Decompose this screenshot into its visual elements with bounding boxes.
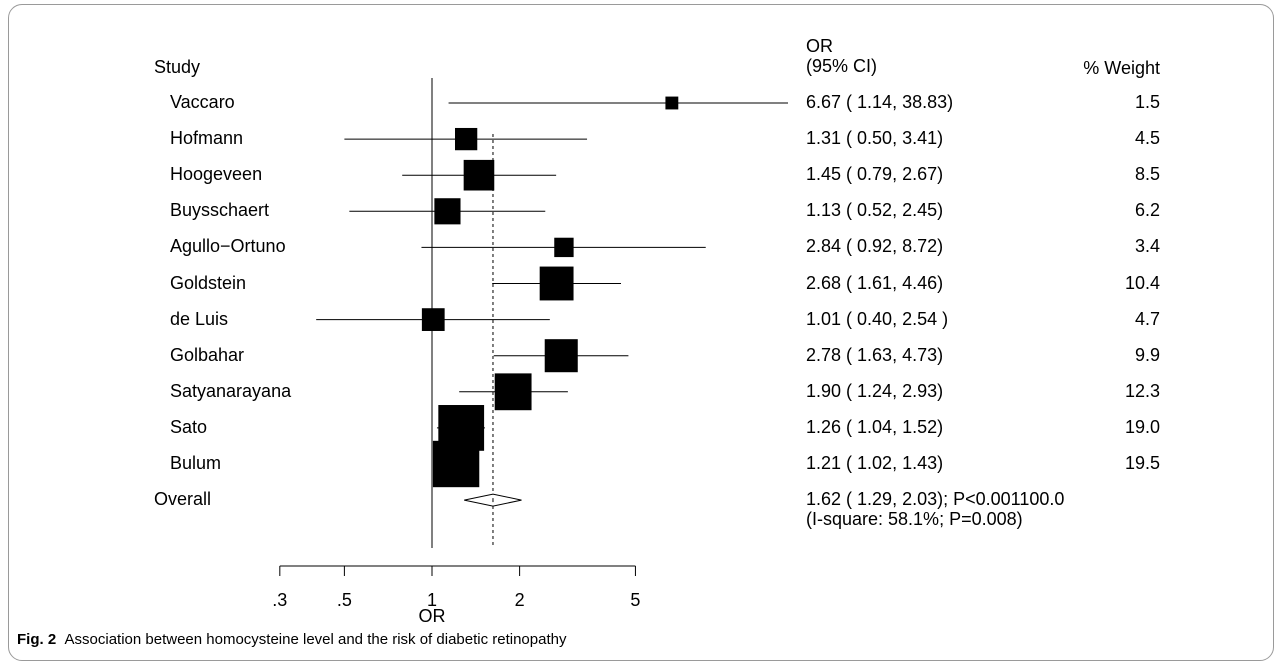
study-box [494, 373, 532, 411]
study-weight: 19.0 [1124, 416, 1160, 437]
header-weight: % Weight [1083, 58, 1160, 78]
caption-text: Association between homocysteine level a… [64, 631, 567, 648]
study-box [432, 440, 480, 488]
study-name: Goldstein [170, 272, 247, 293]
study-box [539, 266, 574, 301]
study-weight: 12.3 [1124, 380, 1160, 401]
figure-frame [8, 4, 1274, 661]
study-box [554, 237, 574, 258]
study-name: Sato [170, 416, 208, 437]
study-name: Hoogeveen [170, 164, 263, 185]
header-study: Study [154, 57, 201, 77]
study-ci: 2.84 ( 0.92, 8.72) [806, 236, 944, 257]
caption-label: Fig. 2 [17, 631, 57, 648]
study-ci: 1.90 ( 1.24, 2.93) [806, 380, 944, 401]
overall-ci: 1.62 ( 1.29, 2.03); P<0.001100.0 [806, 489, 1065, 510]
study-weight: 9.9 [1134, 344, 1160, 365]
study-weight: 4.5 [1134, 128, 1160, 149]
study-name: Hofmann [170, 128, 244, 149]
study-ci: 2.78 ( 1.63, 4.73) [806, 344, 944, 365]
x-tick-label: 1 [427, 590, 437, 610]
study-ci: 2.68 ( 1.61, 4.46) [806, 272, 944, 293]
x-tick-label: 2 [515, 590, 525, 610]
study-box [434, 198, 461, 225]
study-ci: 1.31 ( 0.50, 3.41) [806, 128, 944, 149]
study-box [665, 96, 679, 110]
study-ci: 1.21 ( 1.02, 1.43) [806, 453, 944, 473]
header-ci: (95% CI) [806, 56, 878, 76]
study-weight: 4.7 [1134, 308, 1160, 329]
study-ci: 1.13 ( 0.52, 2.45) [806, 200, 944, 221]
x-tick-label: .5 [337, 590, 352, 610]
study-ci: 6.67 ( 1.14, 38.83) [806, 92, 954, 112]
header-or: OR [806, 36, 833, 56]
study-weight: 6.2 [1134, 200, 1160, 221]
study-name: Bulum [170, 453, 222, 473]
study-name: Agullo−Ortuno [170, 236, 286, 257]
study-weight: 1.5 [1134, 92, 1160, 112]
study-weight: 3.4 [1134, 236, 1160, 257]
study-name: Satyanarayana [170, 380, 292, 401]
overall-heterogeneity: (I-square: 58.1%; P=0.008) [806, 509, 1023, 530]
x-tick-label: 5 [630, 590, 640, 610]
study-box [544, 339, 578, 373]
study-ci: 1.01 ( 0.40, 2.54 ) [806, 308, 949, 329]
study-name: Golbahar [170, 344, 245, 365]
study-box [463, 159, 495, 191]
overall-name: Overall [154, 489, 212, 510]
study-ci: 1.45 ( 0.79, 2.67) [806, 164, 944, 185]
study-ci: 1.26 ( 1.04, 1.52) [806, 416, 944, 437]
x-axis-label: OR [419, 606, 446, 626]
study-name: de Luis [170, 308, 229, 329]
figure-caption: Fig. 2 Association between homocysteine … [17, 630, 566, 650]
study-name: Vaccaro [170, 92, 235, 112]
study-box [421, 308, 445, 331]
study-weight: 10.4 [1124, 272, 1160, 293]
study-name: Buysschaert [170, 200, 270, 221]
study-weight: 8.5 [1134, 164, 1160, 185]
x-tick-label: .3 [272, 590, 287, 610]
study-weight: 19.5 [1124, 453, 1160, 473]
study-box [454, 127, 478, 151]
